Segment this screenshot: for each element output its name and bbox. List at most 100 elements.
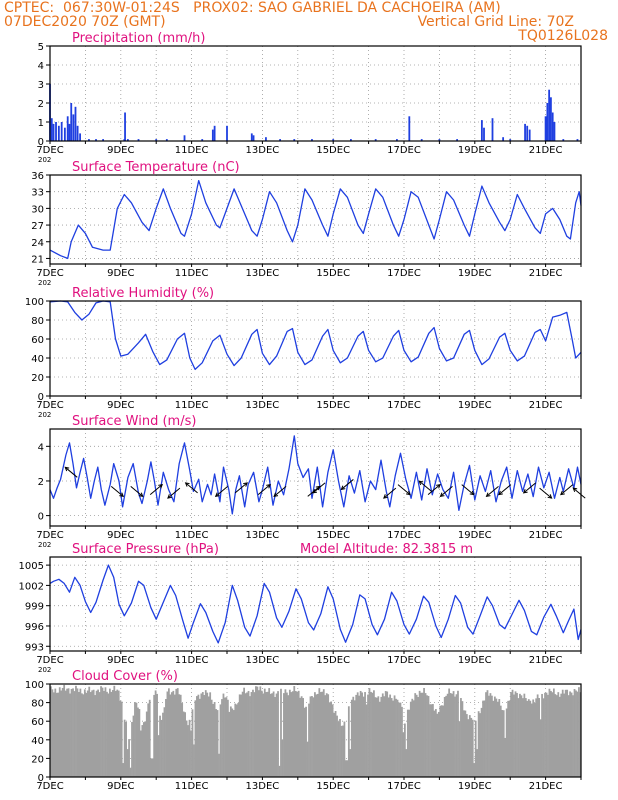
date-label: 15DEC xyxy=(316,655,350,666)
date-label: 9DEC xyxy=(107,530,134,541)
cloud-bar xyxy=(505,708,508,777)
cloud-bar xyxy=(364,692,366,777)
cloud-bar xyxy=(178,694,181,777)
cloud-bar xyxy=(95,690,98,777)
cloud-bar xyxy=(228,711,231,777)
cloud-bar xyxy=(176,688,179,777)
y-tick-label: 2 xyxy=(38,99,44,110)
cloud-bar xyxy=(464,710,467,777)
cloud-bar xyxy=(445,695,448,777)
precip-bar xyxy=(408,116,411,141)
precip-bar xyxy=(265,137,267,141)
cloud-bar xyxy=(523,693,526,777)
cloud-bar xyxy=(188,719,191,777)
cloud-bar xyxy=(433,710,436,777)
wind-arrow-icon xyxy=(560,484,574,496)
cloud-bar xyxy=(547,694,549,777)
cloud-bar xyxy=(129,767,132,777)
cloud-bar xyxy=(513,694,515,777)
year-label: 202 xyxy=(38,279,51,287)
cloud-bar xyxy=(200,693,203,777)
y-tick-label: 0 xyxy=(38,392,44,403)
cloud-bar xyxy=(442,705,445,777)
cloud-bar xyxy=(141,725,144,777)
cloud-bar xyxy=(328,702,331,777)
header-line-1: CPTEC: 067:30W-01:24S PROX02: SAO GABRIE… xyxy=(4,0,501,16)
cloud-bar xyxy=(519,693,521,777)
cloud-bar xyxy=(411,698,414,777)
cloud-bar xyxy=(225,697,228,777)
precip-bar xyxy=(213,125,216,141)
cloud-bar xyxy=(324,695,327,777)
cloud-bar xyxy=(463,710,465,777)
cloud-bar xyxy=(231,708,234,777)
cloud-bar xyxy=(504,737,507,777)
wind-arrowhead xyxy=(273,492,279,498)
precip-bar xyxy=(74,106,77,141)
cloud-bar xyxy=(297,690,300,777)
cloud-bar xyxy=(150,758,153,777)
cloud-bar xyxy=(405,749,408,777)
cloud-bar xyxy=(206,692,209,777)
cloud-bar xyxy=(235,704,238,777)
y-tick-label: 80 xyxy=(31,699,44,710)
cloud-bar xyxy=(489,693,492,777)
cloud-bar xyxy=(370,691,372,777)
cloud-bar xyxy=(160,719,163,777)
cloud-bar xyxy=(249,696,251,777)
cloud-bar xyxy=(393,695,396,777)
cloud-bar xyxy=(439,705,442,777)
cloud-bar xyxy=(333,712,335,777)
cloud-bar xyxy=(266,691,269,777)
panel-title: Surface Temperature (nC) xyxy=(72,160,240,175)
cloud-bar xyxy=(83,689,86,777)
panel-frame xyxy=(49,428,582,527)
cloud-bar xyxy=(110,691,113,777)
cloud-bar xyxy=(315,694,318,777)
cloud-bar xyxy=(350,699,353,777)
cloud-bar xyxy=(142,722,145,777)
cloud-bar xyxy=(253,692,256,777)
wind-arrowhead xyxy=(184,482,190,487)
cloud-bar xyxy=(477,711,480,777)
cloud-bar xyxy=(135,702,138,777)
precip-bar xyxy=(396,139,398,141)
precip-bar xyxy=(165,139,168,141)
cloud-bar xyxy=(560,693,563,777)
cloud-bar xyxy=(269,693,272,777)
cloud-bar xyxy=(212,703,215,777)
cloud-bar xyxy=(522,698,524,777)
cloud-bar xyxy=(554,694,557,777)
cloud-bar xyxy=(576,691,579,777)
cloud-bar xyxy=(485,692,487,777)
panel-title: Cloud Cover (%) xyxy=(72,669,178,684)
date-label: 15DEC xyxy=(316,781,350,792)
y-tick-label: 80 xyxy=(31,316,44,327)
date-label: 21DEC xyxy=(529,655,563,666)
panel-frame xyxy=(49,556,582,652)
cloud-bar xyxy=(573,689,576,777)
date-label: 17DEC xyxy=(387,400,421,411)
wind-arrowhead xyxy=(312,488,318,494)
y-tick-label: 40 xyxy=(31,354,44,365)
cloud-bar xyxy=(330,701,333,777)
date-label: 21DEC xyxy=(529,781,563,792)
cloud-bar xyxy=(222,693,225,777)
cloud-bar xyxy=(339,719,341,777)
wind-arrowhead xyxy=(340,485,346,491)
cloud-bar xyxy=(389,694,392,777)
date-label: 15DEC xyxy=(316,530,350,541)
precip-bar xyxy=(63,127,66,141)
cloud-bar xyxy=(345,760,347,777)
cloud-bar xyxy=(138,709,141,777)
cloud-bar xyxy=(548,688,551,777)
wind-arrow-icon xyxy=(440,485,453,497)
cloud-bar xyxy=(250,692,253,777)
cloud-bar xyxy=(275,693,278,777)
cloud-bar xyxy=(455,694,458,777)
cloud-bar xyxy=(493,696,496,777)
cloud-bar xyxy=(265,692,268,777)
precip-bar xyxy=(155,139,158,141)
cloud-bar xyxy=(396,699,399,777)
precip-bar xyxy=(95,139,97,141)
